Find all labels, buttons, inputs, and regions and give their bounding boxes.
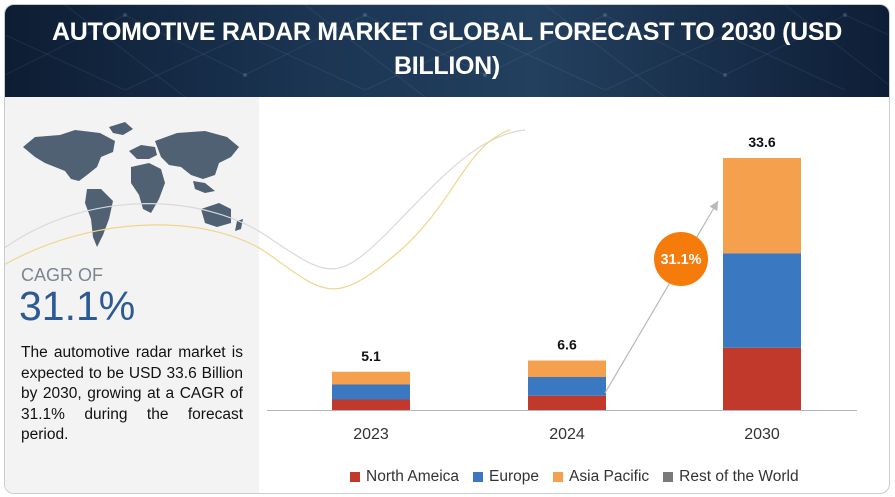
legend-item-rest-of-the-world: Rest of the World <box>663 468 799 486</box>
stacked-bar-chart: 2023 2024 2030 5.1 6.6 33.6 31.1% <box>5 129 857 443</box>
chart-title: AUTOMOTIVE RADAR MARKET GLOBAL FORECAST … <box>51 18 843 80</box>
legend-swatch <box>663 472 674 482</box>
bar-segment-2030-europe <box>723 253 801 348</box>
bar-segment-2023-asia-pacific <box>332 371 410 385</box>
cagr-badge-label: 31.1% <box>660 252 701 268</box>
bar-segment-2030-north-ameica <box>723 347 801 410</box>
total-label-2024: 6.6 <box>557 337 577 353</box>
x-tick-label-2023: 2023 <box>353 426 389 443</box>
legend-label: North Ameica <box>366 468 460 485</box>
legend-swatch <box>473 472 484 482</box>
decorative-swoosh-line <box>5 129 511 290</box>
growth-arrow <box>604 200 719 394</box>
x-tick-label-2030: 2030 <box>744 426 780 443</box>
market-description: The automotive radar market is expected … <box>21 344 243 443</box>
chart-legend: North Ameica Europe Asia Pacific Rest of th… <box>350 468 799 486</box>
bar-group <box>332 158 801 410</box>
bar-segment-2023-north-ameica <box>332 399 410 410</box>
growth-arrow-head <box>709 201 718 212</box>
decorative-swoosh-line <box>5 129 526 270</box>
x-axis-labels: 2023 2024 2030 <box>353 426 780 443</box>
left-info-panel: CAGR OF 31.1% The automotive radar marke… <box>5 97 259 493</box>
bar-segment-2023-europe <box>332 384 410 400</box>
legend-item-north-ameica: North Ameica <box>350 468 459 486</box>
header-background-pattern <box>5 5 889 97</box>
total-label-2023: 5.1 <box>361 348 381 364</box>
total-labels: 5.1 6.6 33.6 <box>361 134 776 364</box>
cagr-badge <box>654 232 708 286</box>
bar-segment-2024-asia-pacific <box>528 360 606 377</box>
x-tick-label-2024: 2024 <box>549 426 585 443</box>
legend-label: Europe <box>489 468 540 485</box>
header-banner: AUTOMOTIVE RADAR MARKET GLOBAL FORECAST … <box>5 5 889 97</box>
legend-label: Asia Pacific <box>569 468 650 485</box>
cagr-value: 31.1% <box>19 283 136 329</box>
cagr-label: CAGR OF <box>21 265 104 285</box>
total-label-2030: 33.6 <box>748 134 775 150</box>
legend-item-europe: Europe <box>473 468 539 486</box>
legend-swatch <box>553 472 564 482</box>
legend-item-asia-pacific: Asia Pacific <box>553 468 649 486</box>
legend-label: Rest of the World <box>679 468 799 485</box>
bar-segment-2024-europe <box>528 377 606 396</box>
bar-segment-2024-north-ameica <box>528 395 606 410</box>
legend-swatch <box>350 472 360 482</box>
bar-segment-2030-asia-pacific <box>723 158 801 254</box>
infographic-frame: AUTOMOTIVE RADAR MARKET GLOBAL FORECAST … <box>4 4 890 494</box>
